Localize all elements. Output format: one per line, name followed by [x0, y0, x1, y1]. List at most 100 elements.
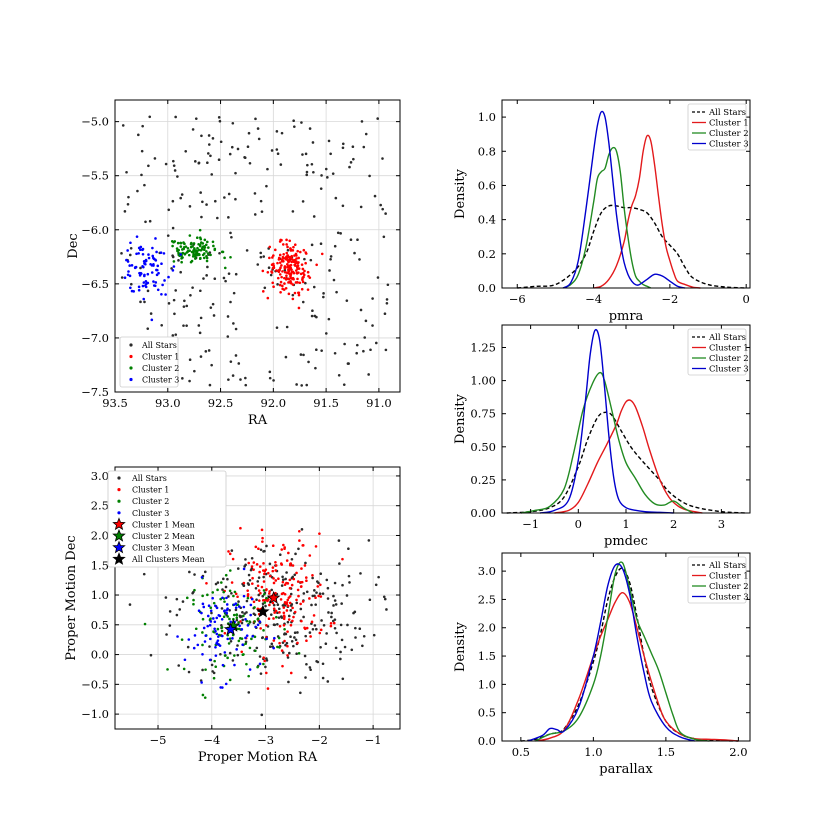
sky-point	[204, 243, 208, 247]
pmdec-axes: −1 0 1 2 3 0.00 0.25 0.50 0.75 1.00 1.25 pmdec Densi…	[453, 324, 751, 549]
sky-point	[120, 276, 124, 279]
pm-point	[228, 678, 232, 682]
sky-point	[163, 279, 166, 282]
sky-point	[126, 260, 130, 263]
pm-point	[206, 614, 210, 618]
pm-point	[233, 654, 236, 657]
sky-point	[324, 167, 328, 171]
sky-point	[259, 251, 263, 255]
pm-point	[305, 626, 309, 630]
sky-point	[298, 281, 302, 285]
pm-point	[261, 536, 264, 540]
sky-point	[352, 157, 355, 161]
sky-point	[276, 276, 280, 280]
pmdec-ytick-label: 0.50	[470, 440, 496, 454]
pm-point	[377, 575, 380, 579]
sky-point	[179, 253, 182, 256]
sky-point	[311, 141, 315, 144]
sky-point	[207, 134, 211, 137]
sky-point	[298, 250, 302, 254]
sky-point	[129, 241, 132, 245]
pm-point	[286, 604, 290, 608]
pm-point	[255, 646, 259, 650]
pmra-frame	[501, 99, 751, 289]
pm-point	[304, 676, 307, 679]
sky-point	[355, 351, 358, 355]
sky-point	[349, 238, 353, 242]
sky-point	[208, 383, 212, 387]
pm-point	[276, 622, 279, 626]
pm-point	[330, 611, 333, 615]
parallax-ytick-label: 0.5	[478, 706, 496, 720]
pm-point	[321, 592, 325, 595]
sky-point	[331, 172, 335, 175]
sky-point	[291, 210, 295, 213]
sky-point	[287, 277, 291, 281]
pm-point	[327, 611, 330, 614]
sky-point	[301, 153, 304, 156]
pm-point	[255, 598, 258, 602]
pm-point	[289, 671, 293, 675]
sky-point	[149, 312, 153, 315]
pmdec-xtick-label: −1	[522, 517, 539, 531]
pm-point	[262, 662, 265, 666]
sky-point	[218, 119, 222, 123]
pm-point	[227, 595, 230, 598]
sky-ytick-label: −5.0	[81, 115, 109, 129]
pm-point	[274, 564, 278, 567]
pm-point	[302, 615, 305, 619]
pm-point	[226, 615, 229, 618]
pm-point	[293, 610, 297, 614]
pm-point	[274, 569, 278, 572]
pm-point	[300, 528, 304, 531]
pm-point	[309, 635, 312, 638]
sky-point	[296, 267, 299, 271]
sky-point	[266, 167, 269, 171]
pm-point	[332, 604, 335, 607]
sky-point	[130, 264, 134, 267]
sky-point	[306, 163, 309, 167]
pm-point	[264, 588, 268, 592]
pm-point	[247, 674, 250, 678]
pm-point	[245, 611, 248, 614]
pm-point	[266, 687, 270, 690]
sky-point	[353, 251, 356, 255]
pm-point	[255, 563, 259, 566]
pm-point	[256, 617, 260, 620]
sky-point	[232, 322, 235, 325]
pm-point	[287, 680, 290, 684]
pm-legend-marker	[117, 488, 121, 492]
pm-ytick-label: 3.0	[91, 469, 109, 483]
pm-point	[246, 624, 250, 627]
sky-point	[159, 251, 163, 254]
pm-point	[309, 668, 312, 672]
pm-point	[271, 569, 275, 573]
pm-point	[257, 547, 260, 551]
sky-point	[205, 274, 208, 277]
sky-point	[164, 293, 167, 296]
sky-point	[260, 210, 264, 213]
sky-point	[211, 137, 215, 140]
sky-point	[348, 165, 351, 169]
sky-point	[292, 119, 295, 123]
sky-point	[200, 215, 203, 219]
pm-point	[213, 659, 216, 663]
sky-point	[190, 241, 193, 245]
pm-point	[383, 597, 387, 601]
sky-point	[212, 244, 215, 248]
pm-point	[253, 635, 257, 639]
pm-point	[287, 618, 291, 621]
pm-point	[209, 620, 213, 623]
sky-point	[148, 219, 152, 223]
pm-point	[283, 639, 286, 643]
pm-point	[193, 573, 196, 576]
pm-point	[235, 648, 238, 651]
sky-point	[181, 377, 184, 380]
pmdec-xtick-label: 1	[622, 517, 629, 531]
sky-point	[355, 343, 359, 347]
sky-point	[284, 286, 288, 290]
pm-point	[205, 581, 208, 585]
sky-point	[155, 250, 158, 254]
pm-point	[264, 568, 268, 571]
pm-point	[222, 615, 226, 619]
